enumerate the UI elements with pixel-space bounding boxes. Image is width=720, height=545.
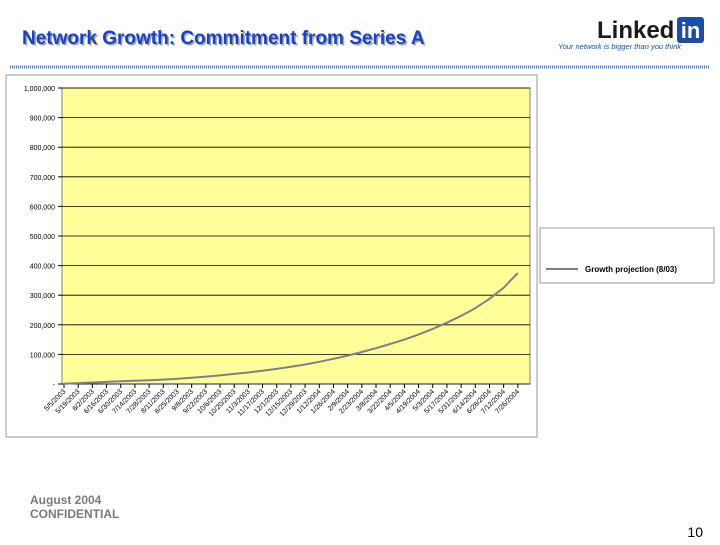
- y-tick-label: 700,000: [30, 175, 55, 182]
- y-tick-label: 800,000: [30, 145, 55, 152]
- footer-confidential: CONFIDENTIAL: [30, 507, 119, 521]
- page-number: 10: [687, 524, 703, 540]
- y-tick-label: 200,000: [30, 323, 55, 330]
- title-shadow: Network Growth: Commitment from Series A: [24, 30, 427, 51]
- chart: - 100,000 200,000 300,000 400,000 500,000 600,…: [24, 86, 531, 418]
- logo-badge-box: [677, 17, 704, 43]
- y-tick-label: 600,000: [30, 204, 55, 211]
- legend-box: [539, 227, 715, 284]
- footer-date: August 2004: [30, 493, 102, 507]
- y-tick-label: -: [53, 382, 56, 389]
- logo-badge: in: [681, 18, 701, 43]
- legend-label: Growth projection (8/03): [585, 265, 677, 274]
- y-tick-label: 300,000: [30, 293, 55, 300]
- logo-word: Linked: [597, 17, 674, 44]
- series-line: [63, 272, 519, 385]
- y-tick-label: 400,000: [30, 264, 55, 271]
- y-tick-label: 900,000: [30, 116, 55, 123]
- slide-title: Network Growth: Commitment from Series A: [22, 28, 425, 49]
- y-tick-label: 1,000,000: [24, 86, 55, 93]
- logo-tagline: Your network is bigger than you think: [558, 42, 682, 51]
- y-tick-label: 100,000: [30, 352, 55, 359]
- y-tick-label: 500,000: [30, 234, 55, 241]
